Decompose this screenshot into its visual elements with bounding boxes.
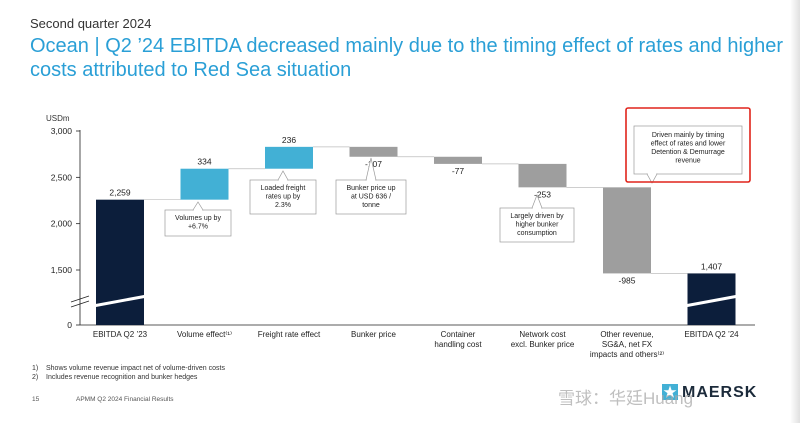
bar-break-mark [684,294,739,308]
bar-break-mark [92,294,148,308]
x-tick-label: Freight rate effect [258,330,321,339]
callout-text: Loaded freight rates up by 2.3% [261,185,306,209]
page-edge-shadow [790,0,800,423]
data-label: 236 [282,135,296,145]
callout-text: Largely driven by higher bunker consumptio… [510,213,564,237]
bar-1 [180,168,229,200]
page-title: Ocean | Q2 ’24 EBITDA decreased mainly d… [30,35,784,81]
bar-5 [518,163,567,188]
callout-box [633,125,743,175]
y-tick-label: 0 [67,320,72,330]
axis-break-mark [70,295,90,303]
callout-pointer [192,201,204,211]
data-label: -253 [534,189,551,199]
y-tick-label: 2,000 [51,219,73,229]
callout-text: Driven mainly by timing effect of rates a… [651,132,726,165]
data-label: -107 [365,159,382,169]
callout-text: Bunker price up at USD 636 /tonne [346,185,395,209]
x-tick-label: Bunker price [351,330,396,339]
x-tick-label: EBITDA Q2 ’24 [684,330,739,339]
footer: 15 APMM Q2 2024 Financial Results [32,396,174,403]
data-label: 1,407 [701,261,723,271]
bar-2 [265,146,313,169]
bar-3 [349,146,398,157]
x-tick-label: Network cost excl. Bunker price [511,330,575,349]
maersk-star-icon [662,384,678,400]
bar-4 [434,156,482,164]
footnote-2: 2) Includes revenue recognition and bunke… [32,374,198,381]
y-tick-label: 3,000 [51,126,73,136]
bar-0 [96,199,144,325]
x-tick-label: Container handling cost [434,330,482,349]
eyebrow: Second quarter 2024 [30,16,152,31]
axis-break-mark [70,300,90,308]
data-label: 334 [197,157,211,167]
x-tick-label: Volume effect⁽¹⁾ [177,330,232,339]
callout-box [249,179,317,215]
y-tick-label: 1,500 [51,265,73,275]
footnote-1: 1) Shows volume revenue impact net of vol… [32,365,225,372]
document-name: APMM Q2 2024 Financial Results [76,396,174,403]
callout-pointer [277,170,289,181]
watermark: 雪球：华廷Huang [558,389,694,408]
x-tick-label: Other revenue, SG&A, net FX impacts and ot… [590,330,664,359]
brand-logo: MAERSK [682,384,758,401]
callout-box [499,207,575,243]
y-axis-label: USDm [46,114,70,123]
callout-box [335,179,407,215]
callout-text: Volumes up by +6.7% [175,215,221,231]
highlight-frame [625,107,751,183]
data-label: 2,259 [109,188,131,198]
page-number: 15 [32,396,40,403]
y-tick-label: 2,500 [51,172,73,182]
bar-6 [603,187,651,274]
data-label: -985 [618,275,635,285]
data-label: -77 [452,166,465,176]
footnotes: 1) Shows volume revenue impact net of vol… [32,364,225,382]
x-tick-label: EBITDA Q2 ’23 [93,330,148,339]
